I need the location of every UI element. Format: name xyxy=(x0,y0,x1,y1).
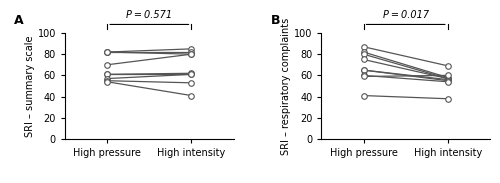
Text: A: A xyxy=(14,14,24,27)
Text: P = 0.571: P = 0.571 xyxy=(126,10,172,20)
Y-axis label: SRI – respiratory complaints: SRI – respiratory complaints xyxy=(281,17,291,155)
Text: P = 0.017: P = 0.017 xyxy=(382,10,428,20)
Y-axis label: SRI – summary scale: SRI – summary scale xyxy=(25,35,35,137)
Text: B: B xyxy=(271,14,280,27)
